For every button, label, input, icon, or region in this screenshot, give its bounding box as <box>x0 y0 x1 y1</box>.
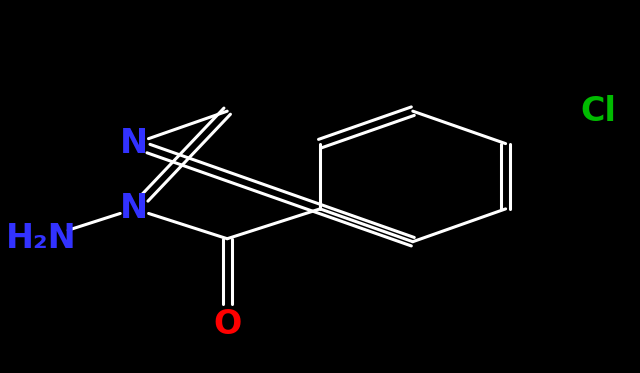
Text: O: O <box>213 308 241 341</box>
Text: Cl: Cl <box>580 95 616 128</box>
Text: N: N <box>120 127 148 160</box>
Text: H₂N: H₂N <box>6 222 77 255</box>
Text: N: N <box>120 192 148 225</box>
